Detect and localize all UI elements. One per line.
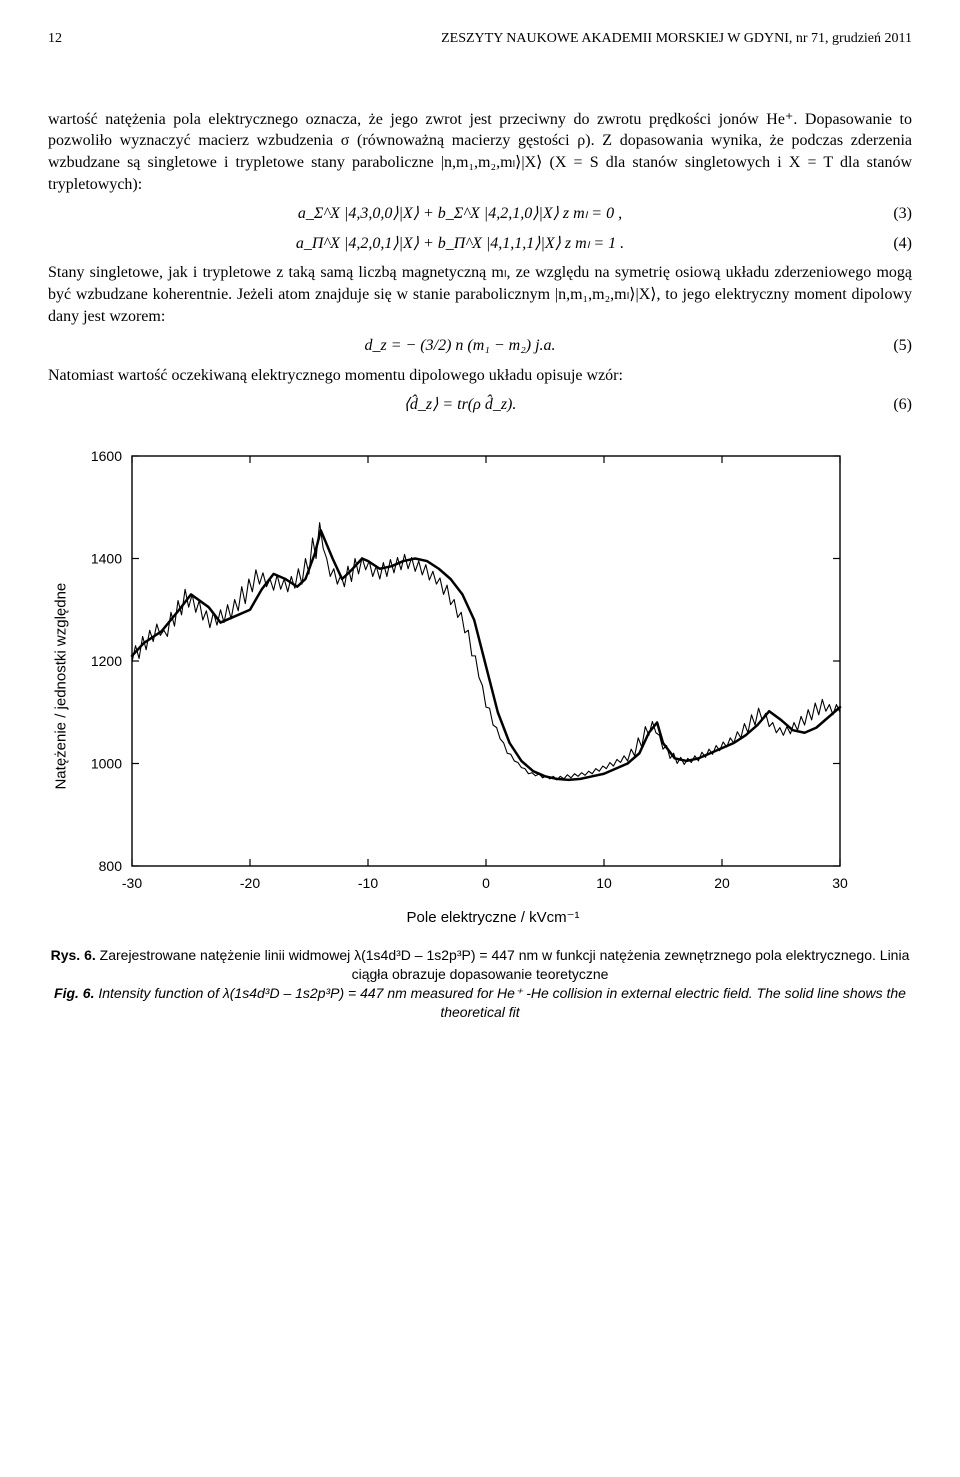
- svg-text:1200: 1200: [91, 653, 122, 669]
- paragraph-3: Natomiast wartość oczekiwaną elektryczne…: [48, 365, 912, 387]
- caption-polish: Rys. 6. Zarejestrowane natężenie linii w…: [48, 946, 912, 984]
- equation-4-row: a_Π^X |4,2,0,1⟩|X⟩ + b_Π^X |4,1,1,1⟩|X⟩ …: [48, 233, 912, 255]
- chart-column: -30 -20 -10 0 10 20 30 800 1000 1200 1400 1600 Pole…: [74, 444, 912, 928]
- chart-ylabel: Natężenie / jednostki względne: [51, 583, 71, 790]
- equation-6-row: ⟨d̂_z⟩ = tr(ρ d̂_z). (6): [48, 394, 912, 416]
- svg-text:-30: -30: [122, 875, 142, 891]
- caption-fig-text: Intensity function of λ(1s4d³D – 1s2p³P)…: [94, 985, 906, 1020]
- svg-text:0: 0: [482, 875, 490, 891]
- line-chart: -30 -20 -10 0 10 20 30 800 1000 1200 1400 1600: [74, 444, 854, 904]
- svg-text:20: 20: [714, 875, 730, 891]
- svg-text:30: 30: [832, 875, 848, 891]
- svg-text:-20: -20: [240, 875, 260, 891]
- figure-caption: Rys. 6. Zarejestrowane natężenie linii w…: [48, 946, 912, 1022]
- caption-english: Fig. 6. Intensity function of λ(1s4d³D –…: [48, 984, 912, 1022]
- chart-xlabel: Pole elektryczne / kVcm⁻¹: [74, 908, 912, 928]
- equation-6: ⟨d̂_z⟩ = tr(ρ d̂_z).: [48, 394, 872, 416]
- equation-5: d_z = − (3/2) n (m₁ − m₂) j.a.: [48, 335, 872, 357]
- caption-rys-text: Zarejestrowane natężenie linii widmowej …: [96, 947, 910, 982]
- paragraph-2: Stany singletowe, jak i trypletowe z tak…: [48, 262, 912, 327]
- chart-ylabel-container: Natężenie / jednostki względne: [48, 444, 74, 928]
- equation-5-row: d_z = − (3/2) n (m₁ − m₂) j.a. (5): [48, 335, 912, 357]
- svg-text:1000: 1000: [91, 756, 122, 772]
- equation-4-number: (4): [872, 233, 912, 255]
- page-header: 12 ZESZYTY NAUKOWE AKADEMII MORSKIEJ W G…: [48, 30, 912, 49]
- svg-text:10: 10: [596, 875, 612, 891]
- journal-title: ZESZYTY NAUKOWE AKADEMII MORSKIEJ W GDYN…: [441, 30, 912, 49]
- equation-5-number: (5): [872, 335, 912, 357]
- equation-3-number: (3): [872, 203, 912, 225]
- equation-6-number: (6): [872, 394, 912, 416]
- svg-text:1600: 1600: [91, 448, 122, 464]
- svg-text:800: 800: [99, 858, 123, 874]
- page-number: 12: [48, 30, 62, 49]
- chart-container: Natężenie / jednostki względne -30 -20 -10…: [48, 444, 912, 928]
- caption-fig-label: Fig. 6.: [54, 985, 94, 1001]
- svg-text:-10: -10: [358, 875, 378, 891]
- equation-3-row: a_Σ^X |4,3,0,0⟩|X⟩ + b_Σ^X |4,2,1,0⟩|X⟩ …: [48, 203, 912, 225]
- paragraph-1: wartość natężenia pola elektrycznego ozn…: [48, 109, 912, 195]
- svg-text:1400: 1400: [91, 551, 122, 567]
- equation-4: a_Π^X |4,2,0,1⟩|X⟩ + b_Π^X |4,1,1,1⟩|X⟩ …: [48, 233, 872, 255]
- caption-rys-label: Rys. 6.: [51, 947, 96, 963]
- equation-3: a_Σ^X |4,3,0,0⟩|X⟩ + b_Σ^X |4,2,1,0⟩|X⟩ …: [48, 203, 872, 225]
